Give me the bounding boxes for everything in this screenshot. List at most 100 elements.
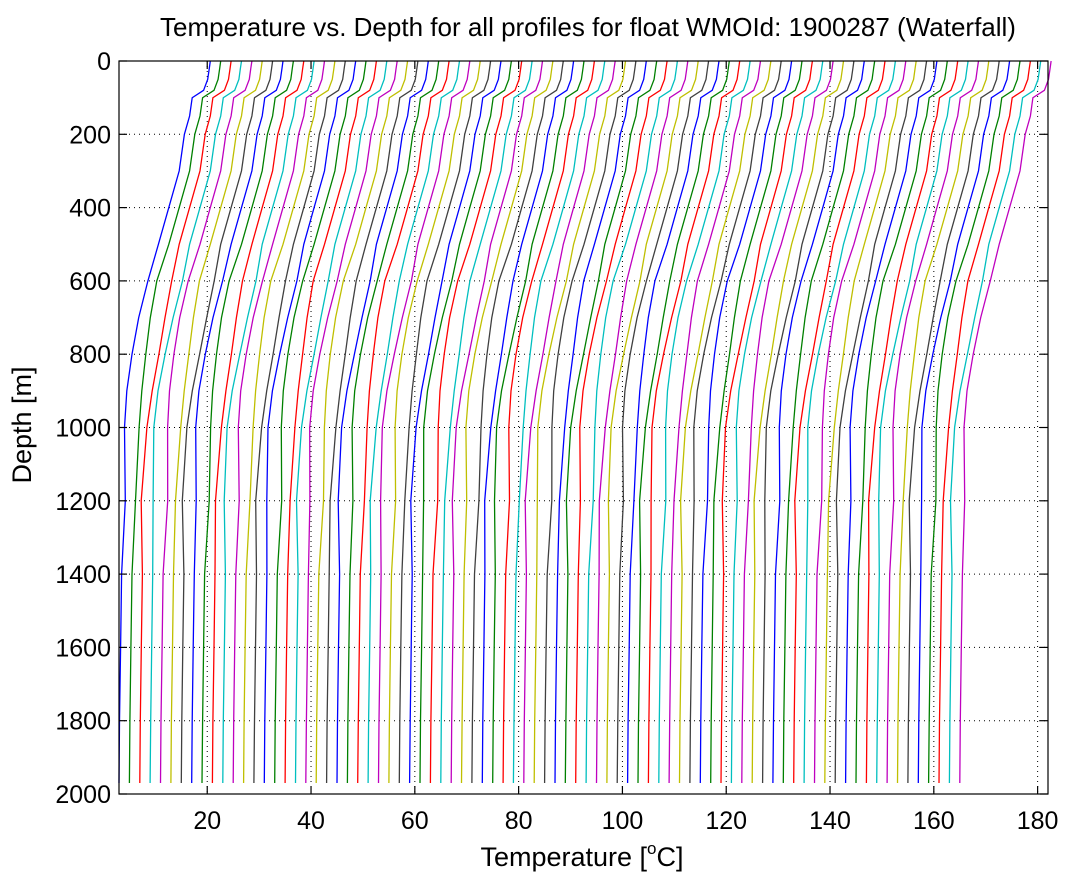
profile-line	[336, 60, 429, 784]
x-tick-label: 120	[705, 807, 747, 835]
y-tick-label: 1000	[55, 415, 111, 443]
x-tick-label: 20	[193, 807, 221, 835]
chart-title: Temperature vs. Depth for all profiles f…	[160, 12, 1016, 42]
profile-line	[481, 60, 575, 784]
profile-line	[710, 60, 803, 784]
profile-line	[429, 60, 523, 784]
profile-line	[139, 60, 232, 784]
profile-line	[523, 60, 616, 784]
profile-line	[408, 60, 502, 784]
profile-line	[201, 60, 295, 784]
profile-line	[824, 60, 917, 784]
y-tick-label: 200	[69, 121, 111, 149]
x-axis-label-suffix: C]	[657, 842, 684, 872]
profile-line	[170, 60, 263, 784]
profile-line	[658, 60, 751, 784]
profile-line	[616, 60, 710, 784]
profile-lines	[118, 60, 1052, 784]
y-axis-label: Depth [m]	[7, 366, 37, 483]
profile-line	[367, 60, 461, 784]
profile-line	[274, 60, 367, 784]
profile-line	[886, 60, 980, 784]
profile-line	[284, 60, 378, 784]
profile-line	[959, 60, 1052, 784]
profile-line	[440, 60, 533, 784]
profile-line	[263, 60, 357, 784]
profile-line	[626, 60, 720, 784]
y-tick-label: 1200	[55, 488, 111, 516]
profile-line	[668, 60, 762, 784]
y-tick-labels: 0 200 400 600 800 1000 1200 1400 1600 1800 2000	[55, 48, 111, 809]
profile-line	[450, 60, 544, 784]
y-tick-label: 800	[69, 341, 111, 369]
y-tick-label: 1400	[55, 561, 111, 589]
profile-line	[678, 60, 772, 784]
profile-line	[595, 60, 689, 784]
profile-line	[917, 60, 1011, 784]
grid-lines	[119, 61, 1048, 794]
profile-line	[865, 60, 959, 784]
profile-line	[761, 60, 855, 784]
profile-line	[927, 60, 1021, 784]
x-axis-label-superscript: o	[647, 839, 656, 858]
profile-line	[398, 60, 492, 784]
profile-line	[699, 60, 793, 784]
profile-line	[294, 60, 388, 784]
profile-line	[585, 60, 679, 784]
profile-line	[222, 60, 315, 784]
profile-line	[357, 60, 450, 784]
x-tick-label: 80	[505, 807, 533, 835]
profile-line	[876, 60, 969, 784]
x-tick-labels: 20 40 60 80 100 120 140 160 180	[193, 807, 1058, 835]
y-tick-label: 600	[69, 268, 111, 296]
profile-line	[834, 60, 928, 784]
profile-line	[253, 60, 346, 784]
x-tick-label: 140	[809, 807, 851, 835]
profile-line	[730, 60, 824, 784]
profile-line	[180, 60, 274, 784]
profile-line	[149, 60, 243, 784]
profile-line	[554, 60, 647, 784]
profile-line	[855, 60, 948, 784]
profile-line	[782, 60, 876, 784]
profile-line	[533, 60, 627, 784]
x-axis-label: Temperature [oC]	[480, 839, 683, 872]
profile-line	[315, 60, 409, 784]
profile-line	[689, 60, 782, 784]
profile-line	[377, 60, 471, 784]
x-axis-label-prefix: Temperature [	[480, 842, 647, 872]
profile-line	[460, 60, 554, 784]
profile-line	[419, 60, 513, 784]
profile-line	[647, 60, 741, 784]
y-tick-label: 0	[97, 48, 111, 76]
profile-line	[948, 60, 1042, 784]
y-tick-label: 2000	[55, 781, 111, 809]
profile-line	[159, 60, 253, 784]
profile-line	[564, 60, 658, 784]
y-tick-label: 1800	[55, 708, 111, 736]
x-tick-label: 40	[297, 807, 325, 835]
profile-line	[388, 60, 481, 784]
profile-line	[128, 60, 222, 784]
y-tick-label: 400	[69, 195, 111, 223]
x-tick-label: 180	[1017, 807, 1059, 835]
profile-line	[637, 60, 730, 784]
x-tick-label: 100	[602, 807, 644, 835]
profile-line	[305, 60, 398, 784]
profile-line	[606, 60, 699, 784]
profile-line	[803, 60, 897, 784]
profile-line	[720, 60, 814, 784]
profile-line	[118, 60, 211, 784]
profile-line	[211, 60, 305, 784]
profile-line	[896, 60, 990, 784]
profile-line	[772, 60, 865, 784]
profile-line	[232, 60, 326, 784]
profile-line	[325, 60, 419, 784]
x-tick-label: 160	[913, 807, 955, 835]
profile-line	[191, 60, 284, 784]
profile-line	[543, 60, 637, 784]
profile-line	[844, 60, 938, 784]
axis-ticks	[119, 60, 1048, 795]
profile-line	[492, 60, 585, 784]
